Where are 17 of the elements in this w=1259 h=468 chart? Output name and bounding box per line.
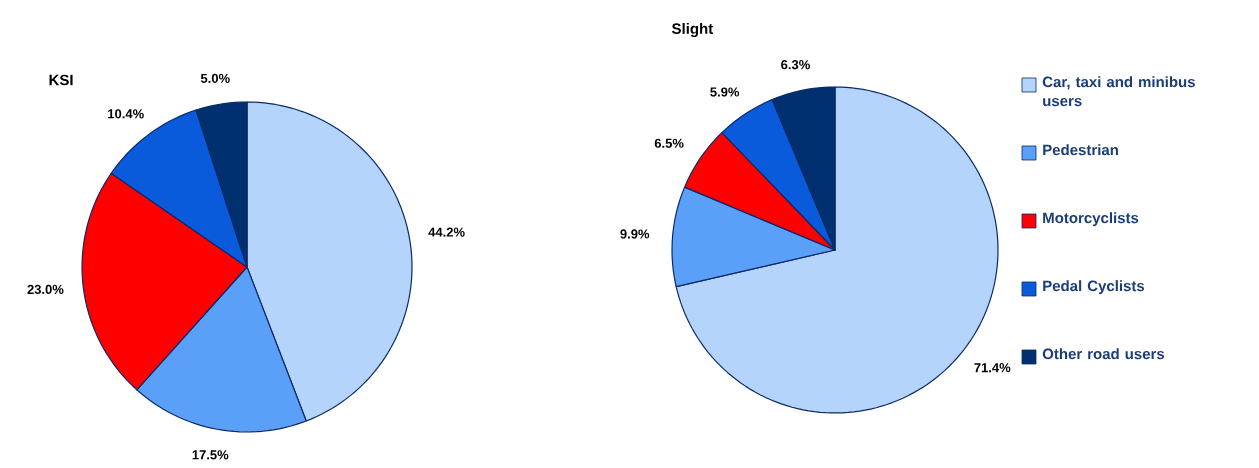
data-label: 71.4%	[974, 363, 1011, 373]
data-label: 9.9%	[620, 229, 650, 239]
legend-label: Pedestrian	[1043, 144, 1118, 156]
data-label: 17.5%	[192, 450, 229, 460]
data-label: 6.3%	[781, 60, 810, 70]
data-label: 6.5%	[654, 138, 684, 148]
legend-label: Other road users	[1042, 348, 1165, 360]
chart-title: KSI	[49, 74, 73, 86]
data-label: 44.2%	[428, 227, 465, 237]
data-label: 5.0%	[200, 73, 230, 83]
data-label: 23.0%	[27, 284, 64, 295]
chart-title: Slight	[671, 22, 714, 38]
data-label: 5.9%	[710, 87, 740, 97]
data-label: 10.4%	[108, 109, 144, 119]
legend-label: Car, taxi and minibus users	[1042, 76, 1195, 107]
legend-label: Motorcyclists	[1043, 212, 1139, 227]
legend-label: Pedal Cyclists	[1043, 280, 1145, 295]
